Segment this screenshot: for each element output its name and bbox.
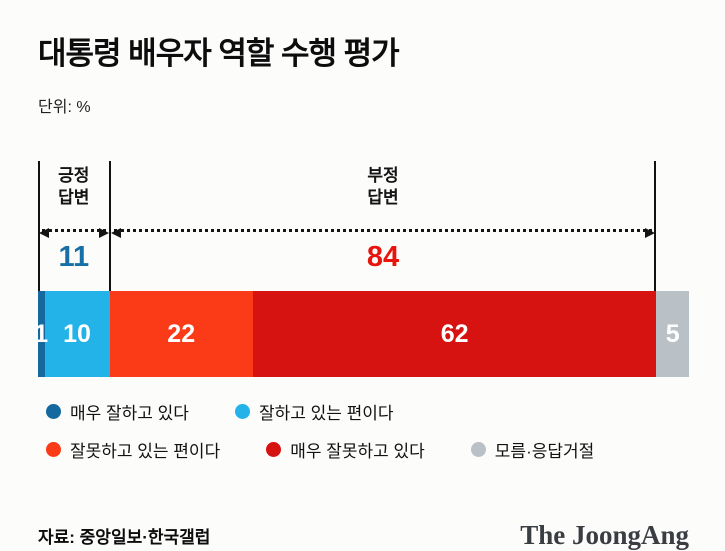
- bar-segment: 10: [44, 291, 110, 377]
- legend-row: 매우 잘하고 있다 잘하고 있는 편이다: [46, 399, 689, 424]
- legend-dot-icon: [46, 442, 61, 457]
- bar-segment-value: 22: [167, 319, 196, 348]
- annotation-zone: 긍정 답변 11 부정 답변 84: [38, 161, 689, 291]
- negative-group: 부정 답변 84: [110, 161, 657, 291]
- chart-area: 긍정 답변 11 부정 답변 84 1 10 22 62: [34, 161, 689, 377]
- unit-label: 단위: %: [38, 99, 91, 116]
- positive-group: 긍정 답변 11: [38, 161, 110, 291]
- bar-segment-value: 5: [665, 319, 680, 348]
- legend-dot-icon: [46, 404, 61, 419]
- legend-item: 매우 잘하고 있다: [46, 399, 189, 424]
- boundary-line-left: [38, 161, 40, 291]
- legend: 매우 잘하고 있다 잘하고 있는 편이다 잘못하고 있는 편이다 매우 잘못하고…: [38, 399, 689, 462]
- legend-item: 매우 잘못하고 있다: [266, 437, 425, 462]
- dotted-double-arrow-icon: [39, 228, 109, 238]
- bar-segment: 22: [109, 291, 253, 377]
- page-title: 대통령 배우자 역할 수행 평가: [38, 36, 400, 71]
- legend-item: 모름·응답거절: [470, 437, 595, 462]
- bar-segment-value: 62: [440, 319, 469, 348]
- footer: 자료: 중앙일보·한국갤럽 The JoongAng: [38, 520, 689, 551]
- legend-item-label: 매우 잘하고 있다: [70, 404, 189, 423]
- boundary-line-middle: [108, 161, 111, 291]
- positive-group-value: 11: [58, 241, 90, 273]
- dotted-double-arrow-icon: [110, 228, 656, 238]
- bar-segment: 5: [656, 291, 689, 377]
- legend-item-label: 모름·응답거절: [494, 442, 595, 461]
- legend-item-label: 잘못하고 있는 편이다: [70, 442, 221, 461]
- bar-segment-value: 1: [34, 319, 49, 348]
- legend-dot-icon: [266, 442, 282, 457]
- bar-segment: 1: [34, 291, 48, 377]
- legend-dot-icon: [234, 404, 250, 419]
- positive-group-label: 긍정 답변: [58, 166, 90, 207]
- negative-group-label: 부정 답변: [367, 166, 399, 207]
- bar-segment-value: 10: [63, 319, 91, 348]
- legend-item-label: 매우 잘못하고 있다: [290, 442, 425, 461]
- source-label: 자료: 중앙일보·한국갤럽: [38, 528, 211, 547]
- boundary-line-right: [654, 161, 657, 291]
- legend-item: 잘하고 있는 편이다: [234, 399, 394, 424]
- legend-row: 잘못하고 있는 편이다 매우 잘못하고 있다 모름·응답거절: [46, 437, 689, 462]
- brand-logo: The JoongAng: [520, 520, 689, 550]
- bar-segment: 62: [252, 291, 657, 377]
- legend-dot-icon: [470, 442, 486, 457]
- stacked-bar: 1 10 22 62 5: [34, 291, 689, 377]
- legend-item: 잘못하고 있는 편이다: [46, 437, 220, 462]
- negative-group-value: 84: [366, 241, 400, 273]
- legend-item-label: 잘하고 있는 편이다: [258, 404, 394, 423]
